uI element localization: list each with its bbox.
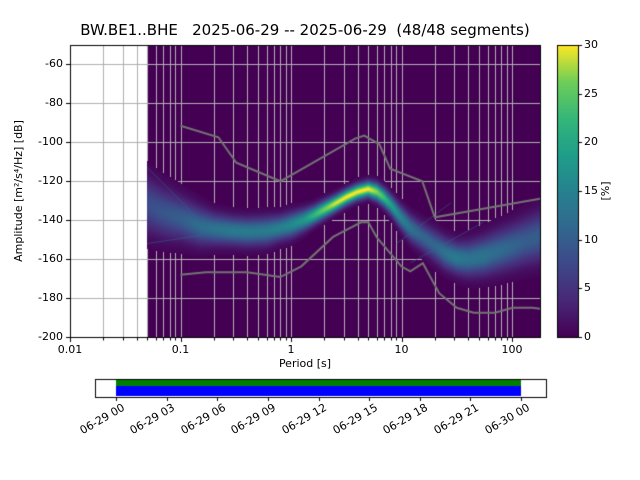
y-tick-label: -160 [38, 252, 63, 266]
x-tick-label: 0.01 [57, 343, 83, 356]
y-tick-label: -100 [38, 135, 63, 149]
plot-title: BW.BE1..BHE 2025-06-29 -- 2025-06-29 (48… [80, 21, 530, 39]
y-tick-label: -60 [45, 57, 63, 71]
y-tick-label: -180 [38, 291, 63, 305]
x-tick-label: 1 [287, 343, 295, 356]
x-tick-label: 0.1 [171, 343, 190, 356]
colorbar-tick-label: 30 [584, 38, 598, 51]
colorbar-tick-label: 15 [584, 184, 598, 197]
colorbar-tick-label: 20 [584, 135, 598, 149]
y-tick-label: -140 [38, 213, 63, 227]
y-tick-label: -200 [38, 330, 63, 343]
y-tick-label: -80 [45, 96, 63, 110]
y-tick-label: -120 [38, 174, 63, 188]
colorbar-tick-label: 5 [584, 281, 591, 295]
x-tick-label: 10 [394, 343, 409, 356]
x-axis-label: Period [s] [278, 357, 332, 370]
colorbar-tick-label: 0 [584, 330, 591, 343]
x-tick-label: 100 [501, 343, 523, 356]
colorbar-tick-label: 25 [584, 86, 598, 100]
colorbar-tick-label: 10 [584, 232, 598, 246]
